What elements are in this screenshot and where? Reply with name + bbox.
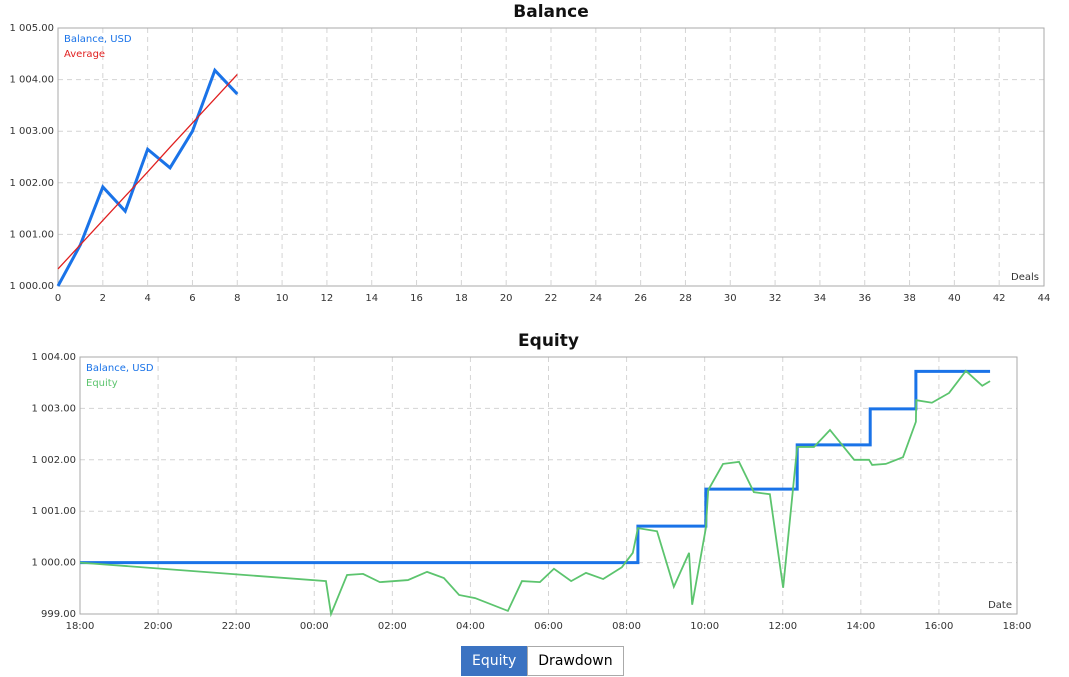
- y-tick-label: 1 004.00: [31, 352, 76, 363]
- x-tick-label: 14:00: [846, 621, 875, 632]
- x-tick-label: 22: [545, 293, 558, 304]
- x-tick-label: 40: [948, 293, 961, 304]
- y-tick-label: 1 000.00: [31, 558, 76, 569]
- x-tick-label: 6: [189, 293, 195, 304]
- series-line: [57, 73, 238, 270]
- chart-title: Balance: [513, 2, 588, 22]
- x-tick-label: 16:00: [925, 621, 954, 632]
- y-tick-label: 1 000.00: [9, 281, 54, 292]
- x-tick-label: 34: [814, 293, 827, 304]
- series-line: [79, 369, 991, 618]
- x-tick-label: 12: [321, 293, 334, 304]
- x-tick-label: 36: [858, 293, 871, 304]
- y-tick-label: 1 003.00: [9, 126, 54, 137]
- tab-bar: Equity Drawdown: [461, 646, 624, 676]
- y-tick-label: 1 001.00: [9, 229, 54, 240]
- y-tick-label: 1 004.00: [9, 75, 54, 86]
- x-axis-label: Deals: [1011, 272, 1039, 283]
- chart-title: Equity: [518, 331, 579, 351]
- plot-frame: [57, 27, 1045, 287]
- x-tick-label: 38: [903, 293, 916, 304]
- plot-frame: [79, 356, 1018, 615]
- legend-label: Equity: [86, 378, 118, 389]
- x-tick-label: 28: [679, 293, 692, 304]
- x-tick-label: 12:00: [768, 621, 797, 632]
- x-tick-label: 00:00: [300, 621, 329, 632]
- x-tick-label: 16: [410, 293, 423, 304]
- tab[interactable]: Equity: [461, 646, 528, 676]
- y-tick-label: 1 002.00: [31, 455, 76, 466]
- x-tick-label: 04:00: [456, 621, 485, 632]
- x-tick-label: 06:00: [534, 621, 563, 632]
- x-tick-label: 18:00: [1003, 621, 1032, 632]
- x-tick-label: 20: [500, 293, 513, 304]
- x-axis-label: Date: [988, 600, 1012, 611]
- x-tick-label: 8: [234, 293, 240, 304]
- x-tick-label: 14: [365, 293, 378, 304]
- series-line: [80, 369, 991, 565]
- x-tick-label: 4: [144, 293, 150, 304]
- x-tick-label: 2: [100, 293, 106, 304]
- tab[interactable]: Drawdown: [527, 646, 624, 676]
- x-tick-label: 18:00: [66, 621, 95, 632]
- y-tick-label: 1 002.00: [9, 178, 54, 189]
- legend-label: Balance, USD: [64, 34, 132, 45]
- y-tick-label: 999.00: [41, 609, 76, 620]
- x-tick-label: 08:00: [612, 621, 641, 632]
- page: Balance 0 2 4 6 8 10 12 14 16 18 20 22 24 26 28 30 32 34 36…: [9, 2, 1051, 676]
- x-tick-label: 32: [769, 293, 782, 304]
- x-tick-label: 42: [993, 293, 1006, 304]
- x-tick-label: 10: [276, 293, 289, 304]
- y-tick-label: 1 003.00: [31, 403, 76, 414]
- x-tick-label: 02:00: [378, 621, 407, 632]
- x-tick-label: 22:00: [222, 621, 251, 632]
- x-tick-label: 0: [55, 293, 61, 304]
- y-tick-label: 1 005.00: [9, 23, 54, 34]
- x-tick-label: 20:00: [144, 621, 173, 632]
- x-tick-label: 30: [724, 293, 737, 304]
- x-tick-label: 24: [589, 293, 602, 304]
- y-tick-label: 1 001.00: [31, 506, 76, 517]
- x-tick-label: 10:00: [690, 621, 719, 632]
- x-tick-label: 18: [455, 293, 468, 304]
- series-line: [56, 67, 239, 287]
- x-tick-label: 44: [1038, 293, 1051, 304]
- legend-label: Balance, USD: [86, 363, 154, 374]
- x-tick-label: 26: [634, 293, 647, 304]
- legend-label: Average: [64, 49, 105, 60]
